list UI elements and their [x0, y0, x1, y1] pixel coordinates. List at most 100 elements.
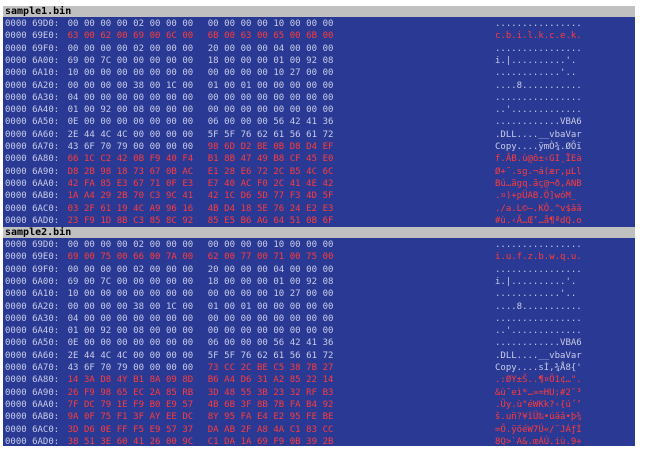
- hex-byte[interactable]: E2: [306, 203, 318, 214]
- hex-byte[interactable]: BE: [256, 363, 268, 373]
- hex-byte[interactable]: B4: [306, 399, 318, 410]
- hex-byte[interactable]: 36: [322, 338, 334, 349]
- hex-byte[interactable]: 00: [240, 289, 252, 300]
- hex-byte[interactable]: 62: [256, 350, 268, 361]
- hex-byte[interactable]: 00: [256, 68, 268, 79]
- hex-byte[interactable]: 00: [100, 264, 112, 275]
- hex-byte[interactable]: 26: [149, 436, 161, 446]
- hex-byte[interactable]: 4B: [207, 203, 219, 214]
- hex-byte[interactable]: 1C: [83, 154, 95, 165]
- hex-byte[interactable]: 01: [273, 276, 285, 287]
- hex-byte[interactable]: 00: [224, 80, 236, 91]
- hex-byte[interactable]: 98: [100, 166, 112, 177]
- hex-byte[interactable]: 00: [256, 326, 268, 337]
- hex-byte[interactable]: 42: [67, 178, 79, 189]
- hex-byte[interactable]: B1: [207, 154, 219, 165]
- hex-byte[interactable]: E9: [149, 424, 161, 435]
- hex-byte[interactable]: 92: [306, 276, 318, 287]
- hex-byte[interactable]: 79: [100, 399, 112, 410]
- hex-byte[interactable]: 00: [289, 80, 301, 91]
- hex-byte[interactable]: 4C: [133, 203, 145, 214]
- hex-byte[interactable]: 6F: [83, 142, 95, 152]
- hex-byte[interactable]: 00: [256, 338, 268, 349]
- hex-byte[interactable]: EC: [133, 387, 145, 398]
- hex-byte[interactable]: 06: [207, 338, 219, 349]
- hex-byte[interactable]: 00: [83, 264, 95, 275]
- hex-byte[interactable]: 00: [100, 43, 112, 54]
- hex-byte[interactable]: A4: [83, 191, 95, 202]
- ascii-column[interactable]: i.|..........'.: [495, 276, 577, 287]
- hex-byte[interactable]: 00: [256, 55, 268, 66]
- hex-byte[interactable]: 00: [149, 55, 161, 66]
- hex-byte[interactable]: 00: [322, 301, 334, 312]
- hex-byte[interactable]: C3: [133, 215, 145, 226]
- hex-byte[interactable]: 00: [149, 264, 161, 275]
- hex-byte[interactable]: 00: [289, 19, 301, 29]
- hex-byte[interactable]: 18: [207, 276, 219, 287]
- ascii-column[interactable]: ....8...........: [495, 80, 582, 91]
- hex-byte[interactable]: 66: [67, 154, 79, 165]
- hex-byte[interactable]: 00: [306, 240, 318, 250]
- hex-byte[interactable]: F9: [83, 387, 95, 398]
- hex-byte[interactable]: 0F: [165, 178, 177, 189]
- hex-byte[interactable]: 00: [322, 80, 334, 91]
- hex-byte[interactable]: F9: [83, 215, 95, 226]
- hex-byte[interactable]: 39: [306, 436, 318, 446]
- hex-byte[interactable]: 02: [133, 264, 145, 275]
- hex-byte[interactable]: 00: [306, 80, 318, 91]
- hex-byte[interactable]: 00: [240, 92, 252, 103]
- hex-byte[interactable]: 95: [289, 412, 301, 423]
- hex-byte[interactable]: 0E: [100, 424, 112, 435]
- hex-byte[interactable]: C1: [207, 436, 219, 446]
- hex-byte[interactable]: 85: [149, 215, 161, 226]
- hex-byte[interactable]: 69: [133, 31, 145, 42]
- hex-byte[interactable]: 00: [133, 142, 145, 152]
- hex-byte[interactable]: 69: [67, 55, 79, 66]
- hex-byte[interactable]: 85: [100, 178, 112, 189]
- hex-byte[interactable]: FE: [306, 412, 318, 423]
- hex-byte[interactable]: 00: [149, 313, 161, 324]
- hex-byte[interactable]: 00: [116, 19, 128, 29]
- hex-byte[interactable]: 56: [273, 338, 285, 349]
- hex-byte[interactable]: 00: [207, 289, 219, 300]
- hex-byte[interactable]: C2: [100, 154, 112, 165]
- ascii-column[interactable]: ............VBA6: [495, 338, 582, 349]
- hex-byte[interactable]: F9: [133, 399, 145, 410]
- hex-byte[interactable]: 00: [116, 313, 128, 324]
- hex-byte[interactable]: 2A: [149, 387, 161, 398]
- hex-byte[interactable]: 00: [165, 43, 177, 54]
- hex-byte[interactable]: 00: [256, 80, 268, 91]
- hex-byte[interactable]: 00: [133, 129, 145, 140]
- hex-byte[interactable]: 00: [83, 92, 95, 103]
- hex-byte[interactable]: 00: [256, 252, 268, 263]
- hex-byte[interactable]: 45: [306, 154, 318, 165]
- hex-byte[interactable]: 6F: [322, 215, 334, 226]
- hex-byte[interactable]: B5: [289, 166, 301, 177]
- ascii-column[interactable]: i.u.f.z.b.w.q.u.: [495, 252, 582, 263]
- hex-byte[interactable]: 00: [67, 19, 79, 29]
- hex-byte[interactable]: 40: [165, 154, 177, 165]
- hex-byte[interactable]: 00: [83, 31, 95, 42]
- hex-byte[interactable]: 6F: [83, 363, 95, 373]
- hex-byte[interactable]: 70: [100, 142, 112, 152]
- ascii-column[interactable]: &ù˜eì*…»=HU;#2¯³: [495, 387, 582, 398]
- hex-byte[interactable]: 00: [67, 240, 79, 250]
- hex-byte[interactable]: 00: [256, 301, 268, 312]
- hex-byte[interactable]: 00: [224, 289, 236, 300]
- hex-byte[interactable]: 00: [116, 92, 128, 103]
- hex-byte[interactable]: 61: [273, 129, 285, 140]
- hex-byte[interactable]: 00: [165, 68, 177, 79]
- hex-byte[interactable]: 2C: [240, 363, 252, 373]
- hex-byte[interactable]: 48: [224, 387, 236, 398]
- hex-byte[interactable]: 44: [83, 350, 95, 361]
- hex-pane-sample2[interactable]: sample2.bin 0000 69D0: 00 00 00 00 02 00 00 00 00…: [3, 227, 635, 446]
- hex-byte[interactable]: 00: [165, 240, 177, 250]
- hex-byte[interactable]: 73: [133, 166, 145, 177]
- hex-byte[interactable]: 18: [116, 166, 128, 177]
- hex-byte[interactable]: 49: [256, 154, 268, 165]
- hex-byte[interactable]: 1C: [224, 191, 236, 202]
- hex-byte[interactable]: 00: [322, 252, 334, 263]
- hex-byte[interactable]: 00: [133, 363, 145, 373]
- hex-byte[interactable]: E0: [322, 154, 334, 165]
- hex-byte[interactable]: 00: [273, 105, 285, 116]
